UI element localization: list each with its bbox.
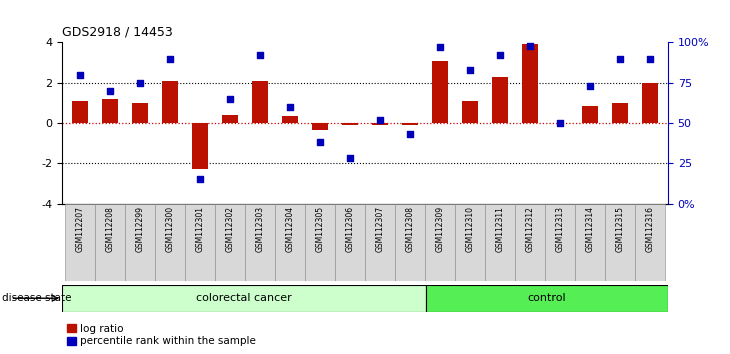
Text: GSM112303: GSM112303 — [255, 206, 264, 252]
Bar — [372, 123, 388, 125]
FancyBboxPatch shape — [125, 204, 155, 281]
Legend: log ratio, percentile rank within the sample: log ratio, percentile rank within the sa… — [67, 324, 256, 347]
FancyBboxPatch shape — [575, 204, 605, 281]
FancyBboxPatch shape — [635, 204, 665, 281]
Point — [374, 117, 386, 122]
FancyBboxPatch shape — [95, 204, 125, 281]
Point — [554, 120, 566, 126]
Text: GSM112310: GSM112310 — [466, 206, 474, 252]
FancyBboxPatch shape — [545, 204, 575, 281]
Point — [164, 56, 176, 62]
Text: GSM112309: GSM112309 — [436, 206, 445, 252]
Text: GSM112302: GSM112302 — [226, 206, 234, 252]
Text: GSM112306: GSM112306 — [345, 206, 355, 252]
Point — [524, 43, 536, 48]
Text: control: control — [528, 293, 566, 303]
Point — [644, 56, 656, 62]
Point — [134, 80, 146, 86]
Point — [254, 52, 266, 58]
Text: GSM112311: GSM112311 — [496, 206, 504, 252]
Bar — [162, 81, 178, 123]
Text: GSM112301: GSM112301 — [196, 206, 204, 252]
Bar — [402, 123, 418, 125]
Bar — [642, 83, 658, 123]
FancyBboxPatch shape — [305, 204, 335, 281]
Text: GSM112308: GSM112308 — [405, 206, 415, 252]
Bar — [72, 101, 88, 123]
FancyBboxPatch shape — [62, 285, 426, 312]
FancyBboxPatch shape — [365, 204, 395, 281]
Text: GSM112208: GSM112208 — [106, 206, 115, 252]
FancyBboxPatch shape — [426, 285, 668, 312]
Bar — [431, 61, 448, 123]
Text: GSM112304: GSM112304 — [285, 206, 294, 252]
Point — [314, 139, 326, 145]
Bar — [101, 99, 118, 123]
Text: GSM112207: GSM112207 — [75, 206, 85, 252]
Point — [434, 45, 446, 50]
Point — [404, 131, 416, 137]
Bar — [282, 116, 299, 123]
FancyBboxPatch shape — [605, 204, 635, 281]
Bar — [342, 123, 358, 125]
Text: GSM112305: GSM112305 — [315, 206, 325, 252]
Bar — [612, 103, 629, 123]
Bar — [192, 123, 208, 169]
Text: GSM112313: GSM112313 — [556, 206, 564, 252]
Text: GDS2918 / 14453: GDS2918 / 14453 — [62, 26, 173, 39]
Bar — [252, 81, 268, 123]
FancyBboxPatch shape — [455, 204, 485, 281]
Bar — [132, 103, 148, 123]
Point — [614, 56, 626, 62]
FancyBboxPatch shape — [335, 204, 365, 281]
FancyBboxPatch shape — [185, 204, 215, 281]
Point — [104, 88, 116, 94]
Point — [194, 177, 206, 182]
Text: GSM112316: GSM112316 — [645, 206, 655, 252]
Point — [74, 72, 86, 78]
FancyBboxPatch shape — [425, 204, 455, 281]
Bar — [492, 77, 508, 123]
FancyBboxPatch shape — [275, 204, 305, 281]
Bar — [312, 123, 328, 130]
FancyBboxPatch shape — [245, 204, 275, 281]
FancyBboxPatch shape — [515, 204, 545, 281]
FancyBboxPatch shape — [395, 204, 425, 281]
Text: GSM112299: GSM112299 — [136, 206, 145, 252]
Point — [584, 83, 596, 89]
FancyBboxPatch shape — [65, 204, 95, 281]
Point — [494, 52, 506, 58]
Text: GSM112315: GSM112315 — [615, 206, 624, 252]
Text: colorectal cancer: colorectal cancer — [196, 293, 292, 303]
Point — [224, 96, 236, 102]
Bar — [462, 101, 478, 123]
Point — [464, 67, 476, 73]
Bar — [222, 115, 238, 123]
Text: GSM112307: GSM112307 — [375, 206, 385, 252]
Point — [344, 156, 356, 161]
FancyBboxPatch shape — [485, 204, 515, 281]
Bar — [522, 45, 538, 123]
FancyBboxPatch shape — [215, 204, 245, 281]
Point — [284, 104, 296, 110]
Text: GSM112314: GSM112314 — [585, 206, 594, 252]
Text: disease state: disease state — [2, 293, 72, 303]
Text: GSM112300: GSM112300 — [166, 206, 174, 252]
FancyBboxPatch shape — [155, 204, 185, 281]
Bar — [582, 106, 598, 123]
Text: GSM112312: GSM112312 — [526, 206, 534, 252]
